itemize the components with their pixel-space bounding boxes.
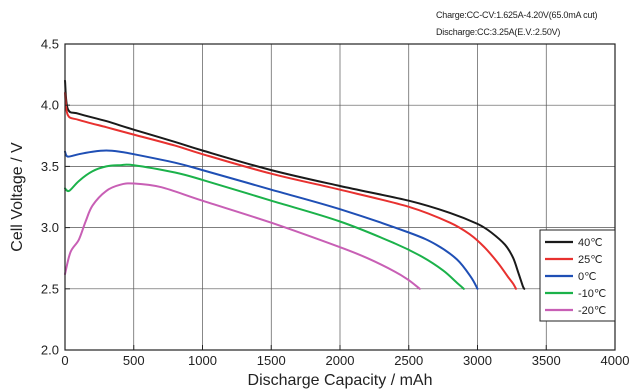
y-axis-title: Cell Voltage / V: [9, 142, 26, 252]
series-line: [64, 92, 517, 290]
series-line: [64, 163, 465, 290]
series-line: [64, 182, 421, 290]
charge-condition-note: Charge:CC-CV:1.625A-4.20V(65.0mA cut): [436, 10, 598, 20]
legend-label: 40℃: [578, 237, 603, 249]
y-tick-label: 3.5: [41, 159, 59, 174]
x-tick-label: 3000: [463, 353, 492, 368]
legend: 40℃ 25℃ 0℃ -10℃ -20℃: [539, 229, 616, 322]
y-tick-label: 2.5: [41, 281, 59, 296]
x-tick-label: 4000: [601, 353, 630, 368]
x-axis-title: Discharge Capacity / mAh: [248, 372, 433, 389]
axis-ticks: 0 500 1000 1500 2000 2500 3000 3500 4000 2.0 2.5 3.…: [41, 37, 630, 369]
y-tick-label: 4.5: [41, 37, 59, 52]
x-tick-label: 500: [123, 353, 145, 368]
grid: [64, 43, 616, 351]
x-tick-label: 0: [61, 353, 68, 368]
series-line: [64, 149, 479, 290]
legend-label: 0℃: [578, 271, 596, 283]
legend-label: -20℃: [578, 305, 606, 317]
y-tick-label: 2.0: [41, 343, 59, 358]
legend-label: -10℃: [578, 288, 606, 300]
discharge-condition-note: Discharge:CC:3.25A(E.V.:2.50V): [436, 27, 561, 37]
y-tick-label: 3.0: [41, 220, 59, 235]
x-tick-label: 1500: [257, 353, 286, 368]
y-tick-label: 4.0: [41, 98, 59, 113]
series-lines: [64, 79, 526, 290]
x-tick-label: 1000: [188, 353, 217, 368]
x-tick-label: 3500: [532, 353, 561, 368]
x-tick-label: 2500: [394, 353, 423, 368]
series-line: [64, 79, 526, 290]
x-tick-label: 2000: [326, 353, 355, 368]
legend-label: 25℃: [578, 254, 603, 266]
